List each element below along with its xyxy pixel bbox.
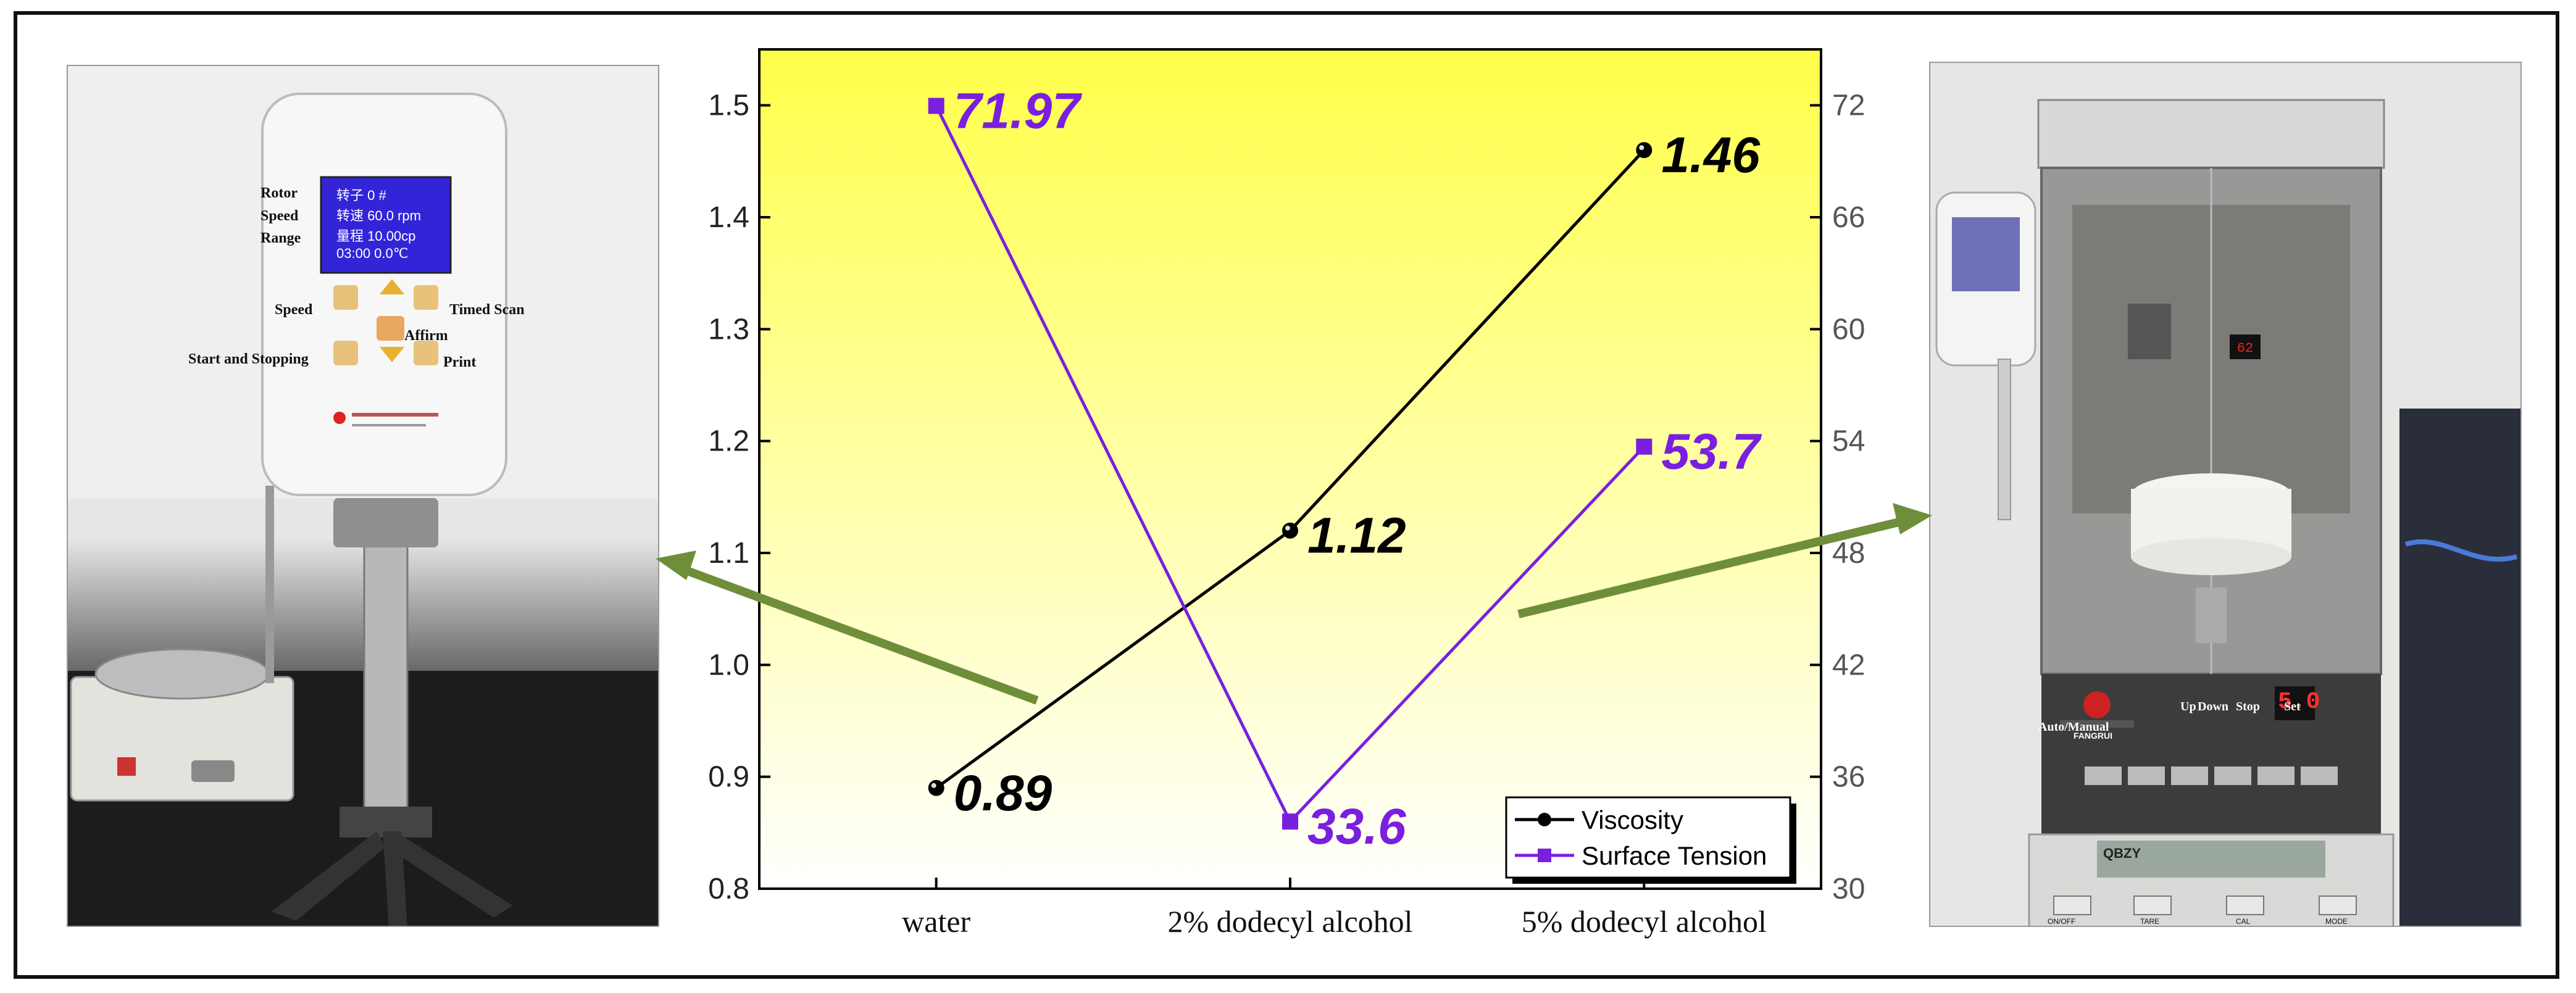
x-tick-label: 2% dodecyl alcohol <box>1167 904 1412 939</box>
surface-tension-data-label: 71.97 <box>954 83 1083 139</box>
button-cal: CAL <box>2236 917 2251 926</box>
legend-box <box>1505 796 1791 879</box>
label-print: Print <box>443 354 477 370</box>
legend: Viscosity Surface Tension <box>1505 796 1796 884</box>
y-right-tick-label: 48 <box>1832 537 1865 570</box>
label-start-stop: Start and Stopping <box>188 351 309 367</box>
y-right-tick-label: 60 <box>1832 313 1865 346</box>
y-right-tick-label: 72 <box>1832 89 1865 122</box>
y-right-tick-label: 42 <box>1832 649 1865 681</box>
tensiometer-display: 5.0 <box>2278 689 2320 715</box>
model-label: QBZY <box>2103 846 2141 861</box>
label-speed: Speed <box>261 208 299 224</box>
viscosity-point <box>1282 522 1298 539</box>
y-right-tick-label: 36 <box>1832 761 1865 794</box>
viscosity-data-label: 1.12 <box>1307 508 1406 564</box>
label-set: Set <box>2284 700 2301 713</box>
button-tare: TARE <box>2140 917 2160 926</box>
label-affirm: Affirm <box>404 328 448 344</box>
surface-tension-point <box>928 98 944 114</box>
label-stop: Stop <box>2236 700 2260 713</box>
legend-marker <box>1538 849 1551 862</box>
screen-line-4: 03:00 0.0℃ <box>336 246 409 261</box>
tensiometer-illustration: 62 <box>1930 63 2520 926</box>
viscosity-data-label: 1.46 <box>1661 127 1761 183</box>
plot-background <box>759 49 1821 889</box>
y-right-tick-label: 30 <box>1832 873 1865 905</box>
button-on-off: ON/OFF <box>2048 917 2076 926</box>
series-layer: 0.89 1.12 1.46 71.97 33.6 53.7 <box>928 83 1762 855</box>
y-left-tick-label: 0.8 <box>708 873 749 905</box>
x-axis: water 2% dodecyl alcohol 5% dodecyl alcoho… <box>902 878 1767 939</box>
legend-label: Viscosity <box>1582 805 1683 834</box>
surface-tension-point <box>1636 438 1653 455</box>
label-range: Range <box>261 230 301 246</box>
brand-label: FANGRUI <box>2074 731 2112 741</box>
x-tick-label: 5% dodecyl alcohol <box>1522 904 1767 939</box>
x-tick-label: water <box>902 904 970 939</box>
button-mode: MODE <box>2325 917 2348 926</box>
label-auto-manual: Auto/Manual <box>2038 720 2109 734</box>
viscosity-point <box>928 779 944 796</box>
screen-line-3: 量程 10.00cp <box>336 228 416 244</box>
surface-tension-point <box>1282 813 1298 830</box>
viscosity-point <box>1636 142 1653 159</box>
viscosity-point-highlight <box>931 783 936 788</box>
y-left-tick-label: 0.9 <box>708 761 749 794</box>
surface-tension-data-label: 53.7 <box>1661 424 1762 480</box>
plot-frame <box>758 48 1822 890</box>
screen-line-1: 转子 0 # <box>336 188 386 203</box>
viscosity-data-label: 0.89 <box>954 765 1052 821</box>
tensiometer-photo: 62 5.0 FANGRUI Auto/Manual Up Down Stop … <box>1929 62 2522 927</box>
viscosity-point-highlight <box>1285 525 1290 531</box>
viscometer-illustration <box>68 66 658 926</box>
legend-label: Surface Tension <box>1582 841 1767 870</box>
viscometer-photo: 转子 0 # 转速 60.0 rpm 量程 10.00cp 03:00 0.0℃… <box>67 65 659 927</box>
y-left-tick-label: 1.1 <box>708 537 749 570</box>
svg-text:62: 62 <box>2237 341 2253 356</box>
y-left-tick-label: 1.2 <box>708 425 749 458</box>
y-left-tick-label: 1.3 <box>708 313 749 346</box>
y-right-tick-label: 66 <box>1832 201 1865 234</box>
y-left-tick-label: 1.4 <box>708 201 749 234</box>
viscosity-tension-chart: 0.8 0.9 1.0 1.1 1.2 1.3 1.4 1.5 30 36 42 48 54 60 66 7… <box>708 48 1865 939</box>
legend-marker <box>1538 813 1551 826</box>
surface-tension-data-label: 33.6 <box>1307 799 1407 855</box>
label-timed-scan: Timed Scan <box>449 302 525 318</box>
label-speed-key: Speed <box>275 302 313 318</box>
label-down: Down <box>2198 700 2229 713</box>
y-left-tick-label: 1.0 <box>708 649 749 681</box>
screen-line-2: 转速 60.0 rpm <box>336 208 421 223</box>
viscosity-point-highlight <box>1639 145 1644 151</box>
y-right-tick-label: 54 <box>1832 425 1865 458</box>
label-rotor: Rotor <box>261 185 298 201</box>
y-left-tick-label: 1.5 <box>708 89 749 122</box>
label-up: Up <box>2180 700 2196 713</box>
